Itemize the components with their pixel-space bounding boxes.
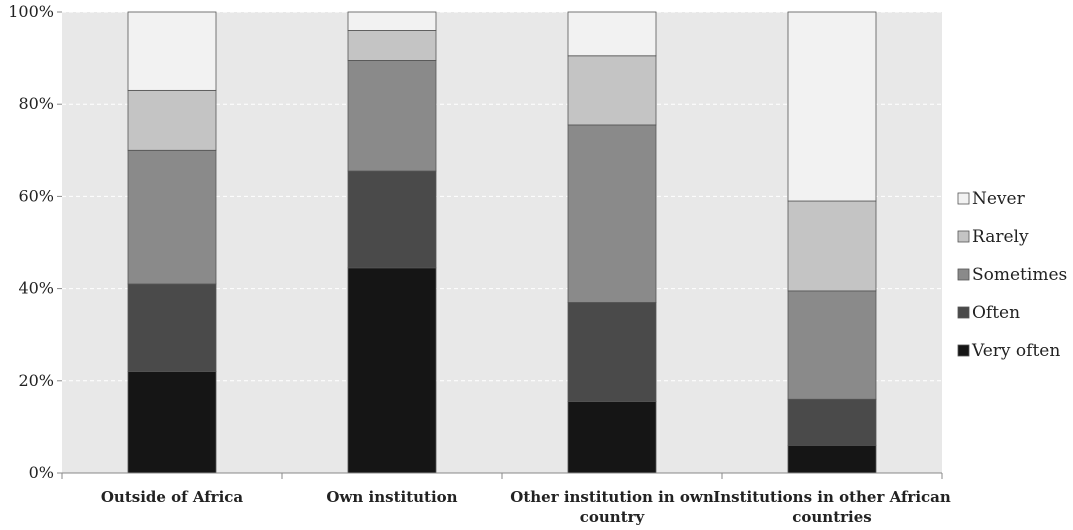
legend-swatch-rarely bbox=[957, 230, 970, 243]
bar-segment-very-often bbox=[127, 371, 217, 474]
legend-label: Very often bbox=[971, 341, 1060, 361]
bar-segment-sometimes bbox=[347, 60, 437, 172]
bar-segment-rarely bbox=[787, 200, 877, 292]
y-tick-label: 80% bbox=[18, 94, 54, 113]
category-label: Own institution bbox=[326, 488, 457, 506]
bar-segment-often bbox=[127, 283, 217, 372]
legend: Never Rarely Sometimes Often Very often bbox=[957, 189, 1067, 361]
legend-swatch-often bbox=[957, 306, 970, 319]
bar-segment-very-often bbox=[347, 267, 437, 474]
bar-segment-sometimes bbox=[567, 124, 657, 303]
bar-segment-rarely bbox=[567, 55, 657, 126]
category-label: Outside of Africa bbox=[101, 488, 244, 506]
bar-segment-never bbox=[347, 11, 437, 31]
y-tick-label: 40% bbox=[18, 279, 54, 298]
bar-segment-often bbox=[347, 170, 437, 269]
bar-segment-sometimes bbox=[787, 290, 877, 400]
bar-segment-never bbox=[127, 11, 217, 91]
category-label: Institutions in other African bbox=[713, 488, 951, 506]
bar-segment-very-often bbox=[567, 401, 657, 474]
legend-swatch-very-often bbox=[957, 344, 970, 357]
bar-segment-never bbox=[567, 11, 657, 57]
y-tick-label: 0% bbox=[29, 463, 54, 482]
bar-segment-very-often bbox=[787, 444, 877, 474]
category-label: Other institution in own bbox=[510, 488, 714, 506]
legend-label: Rarely bbox=[972, 227, 1029, 247]
bars bbox=[127, 11, 877, 474]
y-tick-label: 60% bbox=[18, 186, 54, 205]
bar-segment-sometimes bbox=[127, 149, 217, 285]
legend-label: Never bbox=[972, 189, 1026, 209]
legend-label: Often bbox=[972, 303, 1020, 323]
y-tick-label: 20% bbox=[18, 371, 54, 390]
category-label: countries bbox=[792, 508, 871, 526]
bar-segment-rarely bbox=[127, 89, 217, 151]
category-label: country bbox=[580, 508, 646, 526]
y-ticks: 0% 20% 40% 60% 80% 100% bbox=[8, 2, 62, 482]
category-labels: Outside of Africa Own institution Other in… bbox=[101, 488, 951, 526]
legend-label: Sometimes bbox=[972, 265, 1067, 285]
bar-segment-often bbox=[787, 398, 877, 446]
bar-segment-rarely bbox=[347, 30, 437, 61]
bar-segment-often bbox=[567, 302, 657, 402]
y-tick-label: 100% bbox=[8, 2, 54, 21]
legend-swatch-sometimes bbox=[957, 268, 970, 281]
x-ticks bbox=[61, 473, 943, 479]
legend-swatch-never bbox=[957, 192, 970, 205]
bar-segment-never bbox=[787, 11, 877, 202]
